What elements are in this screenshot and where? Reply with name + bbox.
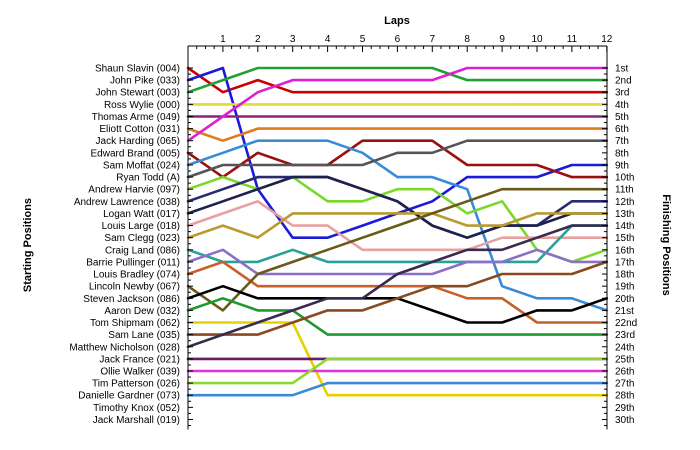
finishing-position-label: 8th xyxy=(615,148,629,159)
starting-position-label: Tom Shipmam (062) xyxy=(90,318,180,329)
x-tick-label: 2 xyxy=(255,34,261,45)
starting-position-label: Andrew Harvie (097) xyxy=(88,185,180,196)
x-tick-label: 7 xyxy=(430,34,436,45)
starting-position-label: Ross Wylie (000) xyxy=(104,100,180,111)
series-line-13 xyxy=(186,175,609,239)
series-line-3 xyxy=(186,66,609,94)
starting-position-label: Aaron Dew (032) xyxy=(104,306,180,317)
series-line-23 xyxy=(186,260,609,336)
starting-position-label: Lincoln Newby (067) xyxy=(89,282,180,293)
starting-position-label: Eliott Cotton (031) xyxy=(99,124,180,135)
starting-position-label: Logan Watt (017) xyxy=(103,209,180,220)
finishing-position-label: 27th xyxy=(615,379,634,390)
series-line-6 xyxy=(186,127,609,142)
starting-position-label: Ryan Todd (A) xyxy=(116,173,180,184)
starting-position-label: John Stewart (003) xyxy=(96,88,181,99)
starting-position-label: Sam Moffat (024) xyxy=(103,160,180,171)
x-tick-label: 4 xyxy=(325,34,331,45)
starting-position-label: Sam Clegg (023) xyxy=(104,233,180,244)
starting-position-label: Matthew Nicholson (028) xyxy=(69,342,180,353)
x-tick-label: 9 xyxy=(499,34,505,45)
finishing-position-label: 30th xyxy=(615,415,634,426)
left-axis-title: Starting Positions xyxy=(22,198,34,292)
starting-position-label: Danielle Gardner (073) xyxy=(78,391,180,402)
finishing-position-label: 22nd xyxy=(615,318,637,329)
finishing-position-label: 26th xyxy=(615,367,634,378)
series-line-27 xyxy=(186,357,609,385)
series-line-19 xyxy=(186,187,609,312)
starting-position-label: Jack Harding (065) xyxy=(96,136,180,147)
series-line-28 xyxy=(186,381,609,397)
series-line-9 xyxy=(186,139,609,312)
starting-position-label: Steven Jackson (086) xyxy=(83,294,180,305)
finishing-position-label: 2nd xyxy=(615,76,632,87)
right-axis-title: Finishing Positions xyxy=(660,194,672,295)
starting-position-label: Thomas Arme (049) xyxy=(92,112,180,123)
starting-position-label: Louis Large (018) xyxy=(102,221,180,232)
starting-position-label: Louis Bradley (074) xyxy=(93,270,180,281)
series-layer xyxy=(186,66,609,397)
x-axis-title: Laps xyxy=(384,15,410,27)
finishing-position-label: 14th xyxy=(615,221,634,232)
finishing-position-label: 19th xyxy=(615,282,634,293)
finishing-position-label: 11th xyxy=(615,185,634,196)
starting-position-label: Shaun Slavin (004) xyxy=(95,64,180,75)
axes-layer xyxy=(187,45,608,430)
series-line-16 xyxy=(186,224,609,264)
series-line-7 xyxy=(186,66,609,142)
series-line-8 xyxy=(186,139,609,179)
finishing-position-label: 20th xyxy=(615,294,634,305)
finishing-position-label: 6th xyxy=(615,124,629,135)
finishing-position-label: 4th xyxy=(615,100,629,111)
finishing-position-label: 16th xyxy=(615,245,634,256)
finishing-position-label: 17th xyxy=(615,257,634,268)
finishing-position-label: 7th xyxy=(615,136,629,147)
starting-position-label: Tim Patterson (026) xyxy=(92,379,180,390)
x-tick-label: 3 xyxy=(290,34,296,45)
starting-position-label: Ollie Walker (039) xyxy=(100,367,180,378)
x-tick-label: 5 xyxy=(360,34,366,45)
finishing-position-label: 5th xyxy=(615,112,629,123)
x-tick-label: 8 xyxy=(464,34,470,45)
x-tick-label: 12 xyxy=(601,34,613,45)
starting-position-label: John Pike (033) xyxy=(110,76,180,87)
series-line-18 xyxy=(186,260,609,324)
series-line-1 xyxy=(186,66,609,94)
starting-position-label: Jack Marshall (019) xyxy=(93,415,180,426)
finishing-position-label: 28th xyxy=(615,391,634,402)
series-line-15 xyxy=(186,212,609,239)
x-tick-label: 1 xyxy=(220,34,226,45)
x-tick-label: 10 xyxy=(531,34,543,45)
series-line-21 xyxy=(186,296,609,336)
finishing-position-label: 9th xyxy=(615,160,629,171)
finishing-position-label: 3rd xyxy=(615,88,629,99)
starting-position-label: Barrie Pullinger (011) xyxy=(86,257,180,268)
x-tick-label: 6 xyxy=(395,34,401,45)
finishing-position-label: 23rd xyxy=(615,330,635,341)
finishing-position-label: 29th xyxy=(615,403,634,414)
finishing-position-label: 10th xyxy=(615,173,634,184)
finishing-position-label: 13th xyxy=(615,209,634,220)
finishing-position-label: 15th xyxy=(615,233,634,244)
starting-position-label: Timothy Knox (052) xyxy=(93,403,180,414)
finishing-position-label: 25th xyxy=(615,354,634,365)
finishing-position-label: 12th xyxy=(615,197,634,208)
finishing-position-label: 21st xyxy=(615,306,634,317)
finishing-position-label: 1st xyxy=(615,64,629,75)
starting-position-label: Sam Lane (035) xyxy=(108,330,180,341)
starting-position-label: Craig Land (086) xyxy=(105,245,180,256)
series-line-24 xyxy=(186,224,609,349)
series-line-10 xyxy=(186,139,609,179)
finishing-position-label: 18th xyxy=(615,270,634,281)
finishing-position-label: 24th xyxy=(615,342,634,353)
x-tick-label: 11 xyxy=(567,34,578,45)
starting-position-label: Edward Brand (005) xyxy=(91,148,181,159)
starting-position-label: Andrew Lawrence (038) xyxy=(74,197,180,208)
starting-position-label: Jack France (021) xyxy=(99,354,180,365)
